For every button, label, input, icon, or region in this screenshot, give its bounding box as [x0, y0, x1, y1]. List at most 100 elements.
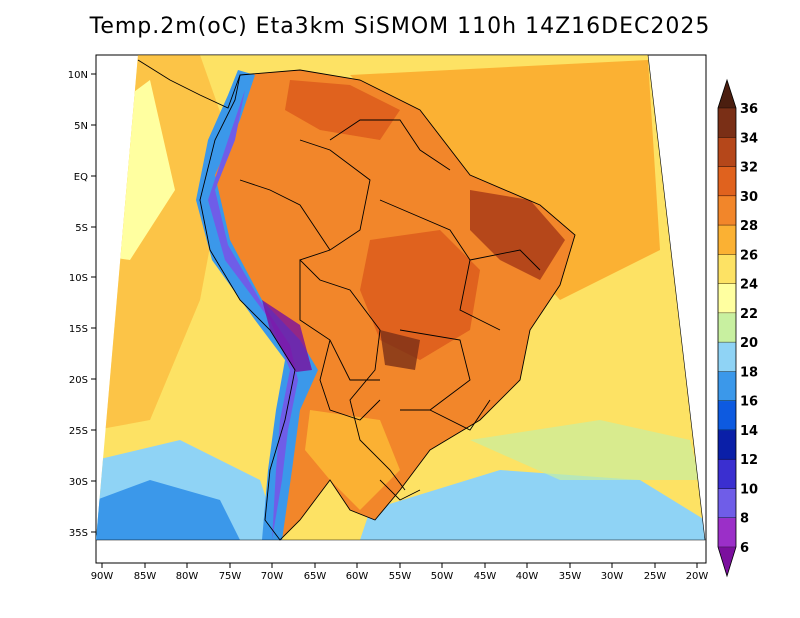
lat-tick: 15S	[69, 324, 96, 335]
colorbar-segment	[718, 283, 736, 314]
lon-label-90w: 90W	[91, 571, 114, 582]
colorbar-segment	[718, 312, 736, 343]
colorbar-label: 12	[740, 453, 758, 468]
colorbar: 6 8 10 12 14 16 18 20 22 24 26 28 30 32 34 36	[717, 78, 758, 578]
colorbar-segment	[718, 429, 736, 460]
central-america-coastline	[137, 59, 241, 109]
longitude-axis: 90W 85W 80W 75W 70W 65W 60W 55W 50W 45W …	[91, 563, 709, 582]
lon-tick: 45W	[474, 563, 497, 582]
lat-label-5s: 5S	[75, 223, 88, 234]
brazil-states-border-2	[469, 249, 541, 271]
north-hot-zone	[285, 80, 400, 140]
lon-tick: 80W	[176, 563, 199, 582]
lon-label-40w: 40W	[516, 571, 539, 582]
colorbar-segment	[718, 488, 736, 519]
altiplano-cold-zone	[262, 300, 312, 372]
lat-label-10s: 10S	[69, 273, 88, 284]
pantanal-hot-zone	[380, 330, 420, 370]
lat-tick: 10S	[69, 273, 96, 284]
lon-tick: 70W	[261, 563, 284, 582]
colorbar-label: 14	[740, 424, 758, 439]
lat-label-15s: 15S	[69, 324, 88, 335]
colorbar-segment	[718, 459, 736, 489]
colorbar-segment	[718, 342, 736, 372]
lat-label-eq: EQ	[74, 172, 88, 183]
lon-label-70w: 70W	[261, 571, 284, 582]
lat-label-20s: 20S	[69, 375, 88, 386]
lat-tick: 35S	[69, 528, 96, 539]
lat-tick: EQ	[74, 172, 96, 183]
colorbar-segment	[718, 225, 736, 255]
lon-label-55w: 55W	[389, 571, 412, 582]
temperature-field	[96, 55, 705, 540]
lat-label-10n: 10N	[68, 70, 88, 81]
brazil-states-border-4	[429, 399, 491, 431]
lon-label-60w: 60W	[346, 571, 369, 582]
lat-tick: 30S	[69, 477, 96, 488]
colorbar-segment	[718, 254, 736, 284]
south-cold-zone	[96, 480, 240, 540]
interior-hot-zone	[360, 230, 480, 360]
colorbar-label: 32	[740, 161, 758, 176]
colorbar-label: 6	[740, 541, 749, 556]
map-title: Temp.2m(oC) Eta3km SiSMOM 110h 14Z16DEC2…	[89, 14, 711, 39]
lon-label-35w: 35W	[559, 571, 582, 582]
colorbar-label: 20	[740, 336, 758, 351]
lat-tick: 10N	[68, 70, 96, 81]
colorbar-segment	[718, 517, 736, 548]
colorbar-label: 22	[740, 307, 758, 322]
lon-tick: 65W	[304, 563, 327, 582]
andean-countries-border	[239, 179, 331, 251]
lat-tick: 25S	[69, 426, 96, 437]
colorbar-segment	[718, 400, 736, 431]
lon-label-50w: 50W	[431, 571, 454, 582]
lon-label-25w: 25W	[644, 571, 667, 582]
latitude-axis: 10N 5N EQ 5S 10S 15S 20S 25S 30S 35S	[68, 70, 96, 539]
south-atlantic-cool-zone	[360, 470, 705, 540]
south-america-coastline	[199, 69, 576, 541]
colorbar-label: 16	[740, 395, 758, 410]
lon-tick: 85W	[134, 563, 156, 582]
lon-tick: 50W	[431, 563, 454, 582]
colorbar-segment	[718, 108, 736, 138]
lon-tick: 90W	[91, 563, 114, 582]
lon-label-20w: 20W	[686, 571, 709, 582]
lon-tick: 20W	[686, 563, 709, 582]
lat-label-30s: 30S	[69, 477, 88, 488]
guianas-border	[329, 119, 451, 171]
colorbar-label: 8	[740, 512, 749, 527]
lat-tick: 20S	[69, 375, 96, 386]
brazil-states-border-3	[399, 329, 471, 411]
lat-label-5n: 5N	[74, 121, 88, 132]
colorbar-label: 36	[740, 102, 758, 117]
colorbar-label: 24	[740, 278, 758, 293]
lon-label-45w: 45W	[474, 571, 497, 582]
colorbar-label: 30	[740, 190, 758, 205]
lon-label-30w: 30W	[601, 571, 624, 582]
lon-tick: 25W	[644, 563, 667, 582]
lon-tick: 60W	[346, 563, 369, 582]
lon-label-80w: 80W	[176, 571, 199, 582]
paraguay-border	[319, 339, 381, 421]
colorbar-segment	[718, 166, 736, 197]
lon-tick: 30W	[601, 563, 624, 582]
domain-boundary	[96, 54, 706, 541]
lon-tick: 40W	[516, 563, 539, 582]
lon-label-65w: 65W	[304, 571, 327, 582]
colorbar-label: 34	[740, 131, 758, 146]
colorbar-label: 10	[740, 482, 758, 497]
lon-tick: 75W	[219, 563, 241, 582]
colorbar-lower-triangle	[718, 547, 736, 576]
country-borders	[137, 59, 576, 541]
colorbar-label: 28	[740, 219, 758, 234]
northeast-hot-zone	[470, 190, 565, 280]
south-atlantic-mild-zone	[470, 420, 700, 480]
uruguay-border	[379, 479, 421, 501]
colorbar-labels: 6 8 10 12 14 16 18 20 22 24 26 28 30 32 34 36	[718, 102, 758, 556]
colorbar-label: 18	[740, 365, 758, 380]
colorbar-segments	[718, 80, 736, 576]
colorbar-segment	[718, 137, 736, 167]
colorbar-upper-triangle	[718, 80, 736, 108]
brazil-western-border	[299, 139, 406, 491]
colorbar-segment	[718, 371, 736, 402]
